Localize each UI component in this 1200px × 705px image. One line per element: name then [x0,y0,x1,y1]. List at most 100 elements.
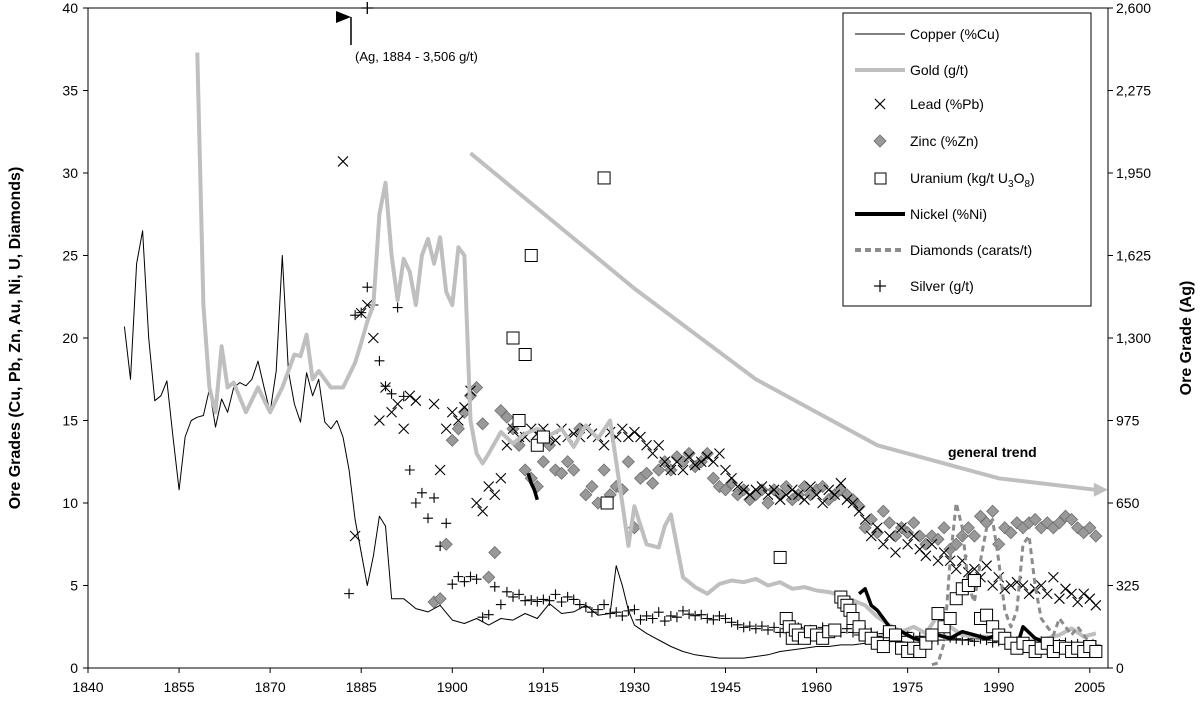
lead-point [616,423,628,435]
lead-point [774,494,786,506]
zinc-point [621,455,635,469]
zinc-point [907,516,921,530]
zinc-point [518,463,532,477]
gold-series [195,52,1097,644]
silver-point [635,614,646,625]
uranium-point [597,171,611,185]
y-tick-label: 35 [62,83,78,99]
lead-point [380,382,391,393]
legend-gold-label: Gold (g/t) [910,62,968,78]
lead-point [659,456,671,468]
silver-point [550,589,561,600]
silver-point [708,614,719,625]
lead-point [1060,583,1071,595]
lead-point [993,571,1005,583]
lead-point [452,415,464,426]
zinc-point [482,570,496,584]
lead-point [811,489,822,501]
silver-point [684,609,695,620]
silver-point [702,613,713,624]
general-trend-line [469,151,1097,492]
y-tick-label: 5 [70,578,78,594]
y-tick-label: 25 [62,248,78,264]
general-trend-label: general trend [948,444,1037,460]
lead-point [1054,593,1065,605]
lead-point [386,406,397,418]
lead-point [835,477,847,489]
silver-point [568,594,579,605]
silver-point [453,571,464,582]
x-axis: 1840 1855 1870 1885 1900 1915 1930 1945 1960 1975… [72,668,1106,695]
lead-point [440,423,452,435]
uranium-point [931,607,945,621]
silver-point [465,571,476,582]
legend-box [842,12,1092,307]
lead-point [841,494,853,506]
silver-point [429,492,440,503]
zinc-point [816,479,830,494]
silver-point [508,591,518,602]
silver-point [495,599,506,610]
silver-point [599,599,610,610]
silver-point [671,612,682,623]
x-tick-label: 1900 [437,679,468,695]
zinc-point [882,516,896,530]
zinc-point [536,455,550,469]
lead-point [337,156,349,167]
x-tick-label: 1915 [528,679,559,695]
legend-silver-swatch [874,280,886,292]
uranium-point [600,496,614,510]
lead-point [641,439,652,451]
lead-point [428,398,440,410]
lead-point [1072,596,1084,608]
lead-point [908,530,920,542]
silver-point [410,498,421,508]
zinc-point [700,446,714,461]
lead-point [726,472,737,484]
x-tick-label: 2005 [1074,679,1105,695]
lead-point [677,464,689,476]
lead-point [884,530,895,542]
zinc-point [494,404,508,418]
uranium-point [967,574,981,588]
lead-point [932,555,944,567]
lead-point [477,505,489,517]
y2-tick-label: 0 [1116,660,1124,676]
lead-point [853,505,865,517]
x-tick-label: 1945 [710,679,741,695]
y-tick-label: 30 [62,165,78,181]
uranium-point [518,348,532,361]
x-tick-label: 1930 [619,679,650,695]
zinc-point [1052,516,1066,530]
lead-point [398,423,410,435]
zinc-point [597,463,611,477]
lead-point [896,522,907,534]
uranium-point [1089,645,1103,658]
uranium-point [536,430,550,444]
zinc-point [1004,526,1018,540]
x-tick-label: 1870 [255,679,286,695]
zinc-point [858,521,872,535]
lead-point [938,547,950,558]
y2-tick-label: 975 [1116,413,1140,429]
silver-point [696,609,707,620]
zinc-point [1089,529,1103,543]
y-tick-label: 40 [62,0,78,16]
legend-zinc-swatch [873,134,887,148]
y-tick-label: 10 [62,495,78,511]
silver-point [720,613,731,624]
lead-point [920,550,932,562]
lead-point [683,451,695,463]
legend-copper-label: Copper (%Cu) [910,26,999,42]
silver-point [750,623,761,634]
uranium-point [828,623,842,637]
zinc-point [1083,521,1097,535]
lead-point [756,481,768,492]
lead-point [410,395,422,407]
silver-point [678,605,688,616]
uranium-point [512,414,526,427]
silver-point [374,355,385,366]
lead-point [744,489,756,501]
diamonds-line [931,501,1097,667]
